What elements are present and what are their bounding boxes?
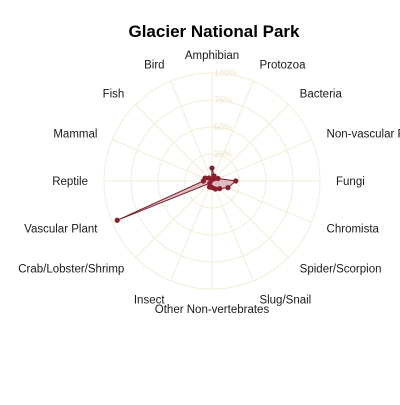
grid-spoke-2 bbox=[211, 104, 289, 182]
radial-tick-label-1: 25% bbox=[214, 149, 232, 159]
grid-spoke-14 bbox=[135, 104, 213, 182]
grid-spoke-10 bbox=[135, 180, 213, 258]
data-point-11 bbox=[114, 217, 120, 223]
category-label-4: Fungi bbox=[336, 176, 365, 188]
radial-tick-label-4: 100% bbox=[214, 68, 237, 78]
category-label-5: Chromista bbox=[327, 223, 380, 235]
data-point-3 bbox=[215, 175, 221, 182]
category-label-11: Vascular Plant bbox=[24, 223, 98, 235]
grid-spoke-6 bbox=[211, 180, 289, 258]
data-point-9 bbox=[206, 184, 213, 190]
chart-title: Glacier National Park bbox=[128, 22, 300, 41]
data-point-5 bbox=[225, 185, 231, 191]
category-label-6: Spider/Scorpion bbox=[300, 264, 382, 276]
category-label-1: Protozoa bbox=[259, 59, 306, 71]
category-label-9: Insect bbox=[134, 295, 165, 307]
category-label-13: Mammal bbox=[53, 129, 97, 141]
category-label-14: Fish bbox=[103, 88, 125, 100]
grid-spoke-9 bbox=[170, 180, 213, 281]
data-point-4 bbox=[233, 178, 239, 184]
category-label-0: Amphibian bbox=[185, 50, 239, 62]
grid-spoke-1 bbox=[211, 81, 254, 182]
category-label-15: Bird bbox=[144, 59, 164, 71]
data-point-6 bbox=[217, 186, 223, 192]
radar-grid bbox=[103, 72, 321, 290]
data-point-13 bbox=[202, 175, 208, 181]
radial-tick-label-2: 50% bbox=[214, 122, 232, 132]
category-label-2: Bacteria bbox=[300, 88, 343, 100]
category-label-7: Slug/Snail bbox=[259, 295, 311, 307]
data-points bbox=[114, 165, 239, 223]
grid-spoke-7 bbox=[211, 180, 254, 281]
data-point-15 bbox=[208, 177, 215, 183]
grid-spoke-3 bbox=[211, 139, 312, 182]
data-point-0 bbox=[209, 165, 215, 171]
grid-spoke-15 bbox=[170, 81, 213, 182]
grid-spoke-13 bbox=[112, 139, 213, 182]
category-label-8: Other Non-vertebrates bbox=[155, 304, 270, 316]
radial-tick-label-3: 75% bbox=[214, 95, 232, 105]
category-label-10: Crab/Lobster/Shrimp bbox=[18, 264, 124, 276]
category-label-12: Reptile bbox=[52, 176, 88, 188]
category-labels: Amphibian Protozoa Bacteria Non-vascular Pl… bbox=[18, 50, 400, 316]
category-label-3: Non-vascular Pla bbox=[327, 129, 400, 141]
